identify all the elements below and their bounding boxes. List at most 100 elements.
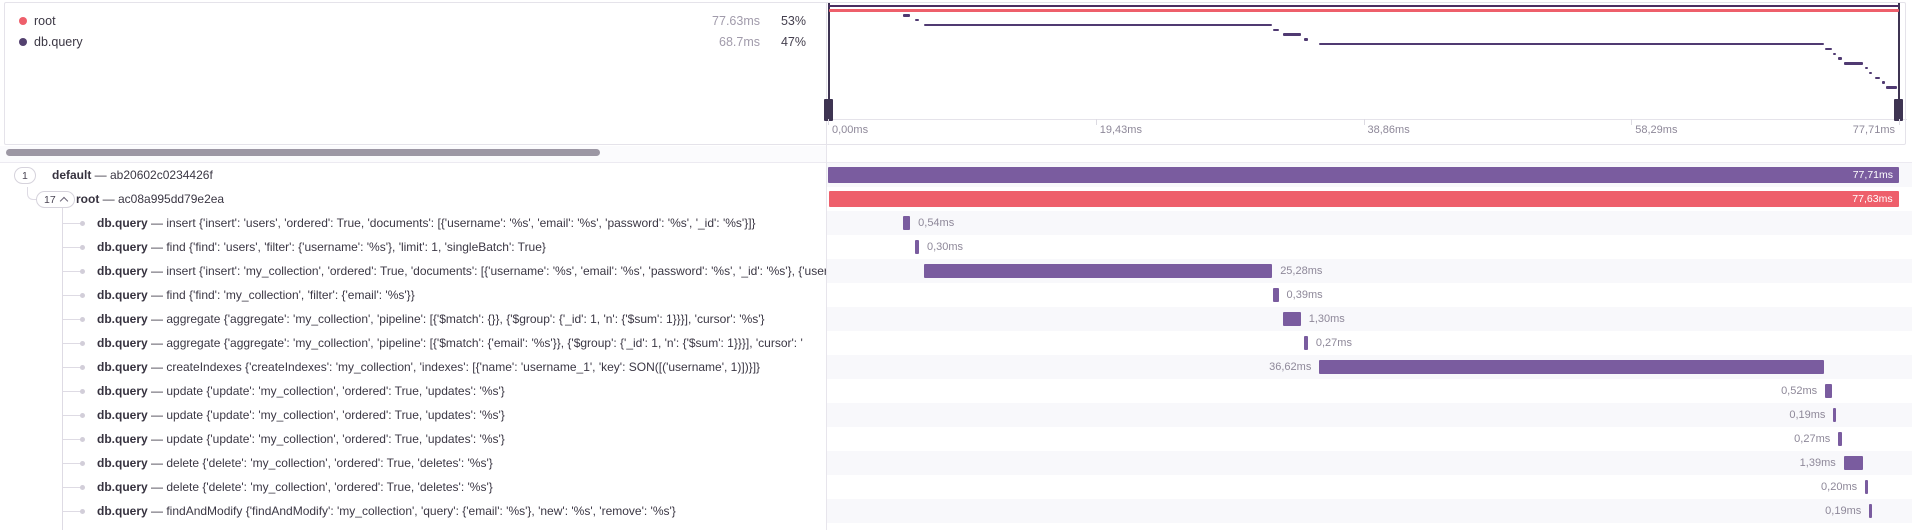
span-row[interactable]: db.query — find {'find': 'users', 'filte… xyxy=(0,235,1912,259)
span-op-name: db.query xyxy=(97,504,148,518)
minimap-span xyxy=(1282,33,1301,36)
axis-tick xyxy=(1631,119,1633,125)
tree-connector-dot xyxy=(80,436,85,442)
span-description: — createIndexes {'createIndexes': 'my_co… xyxy=(147,360,761,374)
span-row[interactable]: 1 default — ab20602c0234426f 77,71ms xyxy=(0,163,1912,187)
span-duration-label: 77,71ms xyxy=(1852,169,1893,181)
tree-row-label-area: db.query — find {'find': 'users', 'filte… xyxy=(0,235,826,259)
span-bar[interactable] xyxy=(1273,288,1279,302)
span-op-name: db.query xyxy=(97,408,148,422)
span-count-badge[interactable]: 1 xyxy=(14,167,36,184)
horizontal-scrollbar[interactable] xyxy=(0,146,826,162)
waterfall-row-background xyxy=(827,379,1912,403)
waterfall-row-background xyxy=(827,499,1912,523)
waterfall-row-background xyxy=(827,475,1912,499)
tree-connector-dot xyxy=(80,292,85,298)
minimap-span xyxy=(923,23,1273,27)
axis-tick-label: 77,71ms xyxy=(1852,124,1895,136)
span-description: — update {'update': 'my_collection', 'or… xyxy=(147,408,505,422)
span-op-name: db.query xyxy=(97,240,148,254)
span-row[interactable]: db.query — insert {'insert': 'users', 'o… xyxy=(0,211,1912,235)
span-op-name: db.query xyxy=(97,264,148,278)
tree-row-label-area: db.query — find {'find': 'my_collection'… xyxy=(0,283,826,307)
minimap-left-handle[interactable] xyxy=(828,3,830,101)
minimap-span xyxy=(828,9,1899,12)
legend-op-name: root xyxy=(34,14,56,28)
span-bar[interactable] xyxy=(923,264,1273,278)
span-label: db.query — createIndexes {'createIndexes… xyxy=(97,355,760,379)
minimap-span xyxy=(1865,66,1868,70)
tree-connector-dot xyxy=(80,340,85,346)
span-row[interactable]: db.query — findAndModify {'findAndModify… xyxy=(0,499,1912,523)
span-bar[interactable] xyxy=(1833,408,1837,422)
span-label: root — ac08a995dd79e2ea xyxy=(76,187,224,211)
tree-connector-branch xyxy=(62,222,82,224)
waterfall-row-background xyxy=(827,427,1912,451)
tree-connector-branch xyxy=(62,390,82,392)
span-bar[interactable] xyxy=(1865,480,1869,494)
span-bar[interactable] xyxy=(1869,504,1873,518)
span-bar[interactable] xyxy=(1319,360,1825,374)
span-bar[interactable] xyxy=(902,216,911,230)
tree-connector-branch xyxy=(62,462,82,464)
span-row[interactable]: db.query — aggregate {'aggregate': 'my_c… xyxy=(0,331,1912,355)
minimap-left-handle-grip[interactable] xyxy=(824,99,833,121)
span-bar[interactable] xyxy=(1282,312,1301,326)
collapse-chevron-icon[interactable] xyxy=(59,196,68,206)
tree-connector-branch xyxy=(62,366,82,368)
span-duration-label: 0,30ms xyxy=(926,241,964,253)
tree-connector-dot xyxy=(80,220,85,226)
tree-row-label-area: 17 root — ac08a995dd79e2ea xyxy=(0,187,826,211)
waterfall-row-background xyxy=(827,235,1912,259)
scrollbar-thumb[interactable] xyxy=(6,149,600,156)
minimap-span xyxy=(1825,47,1833,51)
span-row[interactable]: 17 root — ac08a995dd79e2ea 77,63ms xyxy=(0,187,1912,211)
span-bar[interactable] xyxy=(1304,336,1308,350)
span-duration-label: 25,28ms xyxy=(1280,265,1323,277)
span-row[interactable]: db.query — delete {'delete': 'my_collect… xyxy=(0,451,1912,475)
span-row[interactable]: db.query — insert {'insert': 'my_collect… xyxy=(0,259,1912,283)
span-description: — find {'find': 'my_collection', 'filter… xyxy=(147,288,415,302)
span-bar[interactable] xyxy=(1825,384,1833,398)
span-row[interactable]: db.query — update {'update': 'my_collect… xyxy=(0,379,1912,403)
minimap-span xyxy=(1833,52,1836,55)
span-bar[interactable] xyxy=(1843,456,1863,470)
span-row[interactable]: db.query — aggregate {'aggregate': 'my_c… xyxy=(0,307,1912,331)
span-description: — insert {'insert': 'users', 'ordered': … xyxy=(147,216,756,230)
minimap-right-handle-grip[interactable] xyxy=(1894,99,1903,121)
panel-divider xyxy=(826,2,827,145)
legend-percent: 53% xyxy=(780,14,806,28)
waterfall-row-background xyxy=(827,307,1912,331)
span-duration-label: 0,27ms xyxy=(1794,433,1831,445)
waterfall-row-background xyxy=(827,211,1912,235)
legend-op-name: db.query xyxy=(34,35,83,49)
span-bar[interactable] xyxy=(1838,432,1842,446)
span-row[interactable]: db.query — createIndexes {'createIndexes… xyxy=(0,355,1912,379)
span-count-badge[interactable]: 17 xyxy=(36,191,75,208)
minimap-right-handle[interactable] xyxy=(1898,3,1900,101)
legend-color-dot xyxy=(19,38,27,46)
span-row[interactable]: db.query — update {'update': 'my_collect… xyxy=(0,403,1912,427)
span-bar[interactable] xyxy=(914,240,919,254)
span-bar[interactable]: 77,71ms xyxy=(828,167,1899,183)
tree-connector-dot xyxy=(80,364,85,370)
span-label: db.query — insert {'insert': 'users', 'o… xyxy=(97,211,756,235)
span-duration-label: 0,52ms xyxy=(1781,385,1818,397)
span-row[interactable]: db.query — delete {'delete': 'my_collect… xyxy=(0,475,1912,499)
span-bar[interactable]: 77,63ms xyxy=(828,191,1899,207)
minimap-span xyxy=(1843,62,1863,65)
span-description: — find {'find': 'users', 'filter': {'use… xyxy=(147,240,546,254)
axis-tick-label: 58,29ms xyxy=(1635,124,1678,136)
span-duration-label: 1,39ms xyxy=(1799,457,1836,469)
legend-item: root 77.63ms 53% xyxy=(0,12,826,32)
tree-row-label-area: db.query — delete {'delete': 'my_collect… xyxy=(0,475,826,499)
waterfall-row-background xyxy=(827,451,1912,475)
span-label: default — ab20602c0234426f xyxy=(52,163,213,187)
span-description: — aggregate {'aggregate': 'my_collection… xyxy=(147,336,803,350)
span-row[interactable]: db.query — update {'update': 'my_collect… xyxy=(0,427,1912,451)
span-row[interactable]: db.query — find {'find': 'my_collection'… xyxy=(0,283,1912,307)
span-duration-label: 0,20ms xyxy=(1821,481,1858,493)
span-description: — findAndModify {'findAndModify': 'my_co… xyxy=(147,504,676,518)
tree-connector-dot xyxy=(80,268,85,274)
span-duration-label: 0,19ms xyxy=(1825,505,1862,517)
